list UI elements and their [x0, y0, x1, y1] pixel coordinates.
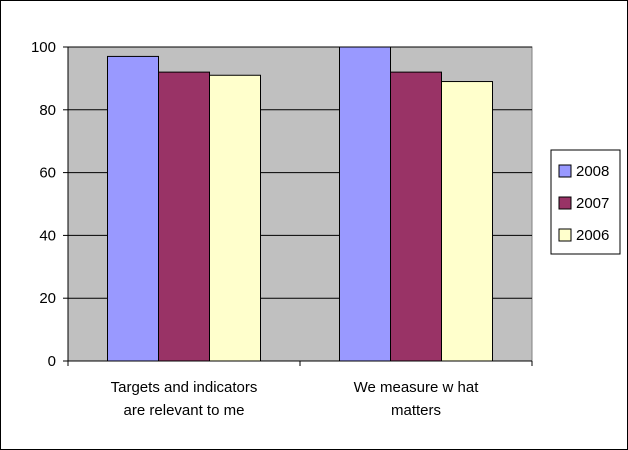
legend: 2008 2007 2006 [550, 149, 621, 255]
x-category-label: We measure w hat matters [354, 379, 480, 419]
bar-2007-1 [390, 71, 442, 362]
legend-label-2006: 2006 [576, 227, 609, 244]
bar-2008-1 [339, 46, 391, 362]
x-category-label-line: We measure w hat [354, 379, 480, 396]
legend-label-2008: 2008 [576, 163, 609, 180]
y-tick-label: 80 [39, 102, 56, 119]
y-tick-label: 100 [31, 39, 56, 56]
y-tick-label: 40 [39, 227, 56, 244]
x-category-label-line: matters [391, 402, 441, 419]
bar-2008-0 [107, 55, 159, 362]
x-category-label: Targets and indicators are relevant to me [111, 379, 258, 419]
x-category-label-line: Targets and indicators [111, 379, 258, 396]
y-tick-label: 0 [48, 353, 56, 370]
x-category-label-line: are relevant to me [124, 402, 245, 419]
bar-2006-1 [441, 81, 493, 362]
bars [107, 46, 493, 362]
legend-label-2007: 2007 [576, 195, 609, 212]
bar-2006-0 [209, 74, 261, 362]
bar-2007-0 [158, 71, 210, 362]
legend-swatch-2006 [558, 228, 572, 242]
x-axis-labels: Targets and indicators are relevant to me… [67, 361, 533, 419]
legend-swatch-2008 [558, 164, 572, 178]
legend-swatch-2007 [558, 196, 572, 210]
y-tick-label: 20 [39, 290, 56, 307]
y-tick-label: 60 [39, 165, 56, 182]
y-axis-ticks: 0 20 40 60 80 100 [31, 39, 68, 370]
